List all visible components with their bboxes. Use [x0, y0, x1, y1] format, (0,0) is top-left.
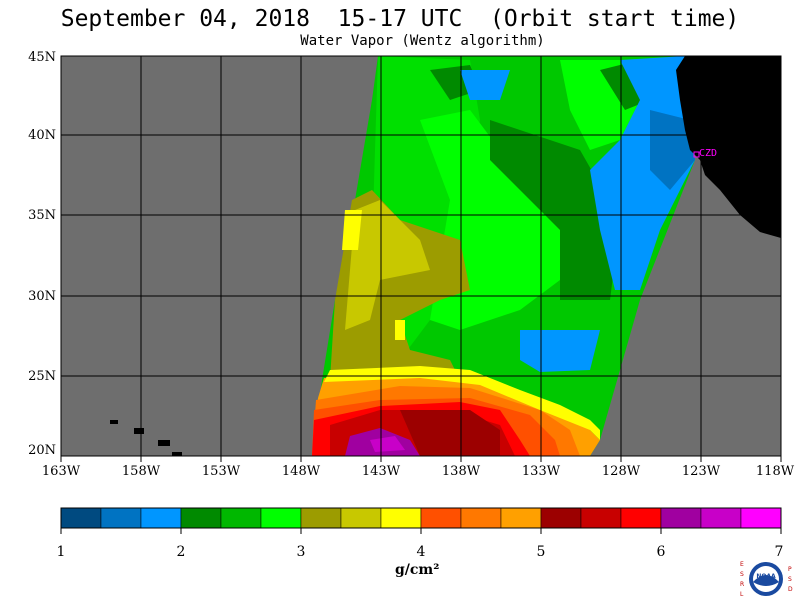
svg-text:NOAA: NOAA — [756, 573, 776, 580]
svg-text:E: E — [740, 561, 744, 568]
lat-label: 35N — [28, 208, 56, 223]
lon-label: 153W — [201, 464, 241, 479]
station-marker — [693, 151, 700, 158]
colorbar-swatch — [60, 507, 102, 529]
lon-label: 148W — [281, 464, 321, 479]
svg-text:S: S — [740, 571, 744, 578]
map-title: September 04, 2018 15-17 UTC (Orbit star… — [60, 6, 740, 32]
colorbar-swatch — [700, 507, 742, 529]
svg-text:D: D — [788, 586, 793, 593]
colorbar-swatch — [100, 507, 142, 529]
colorbar-tick-label: 1 — [56, 544, 66, 560]
svg-text:P: P — [788, 566, 792, 573]
colorbar-unit: g/cm² — [395, 562, 440, 578]
lat-label: 40N — [28, 128, 56, 143]
colorbar-swatch — [500, 507, 542, 529]
colorbar-swatch — [580, 507, 622, 529]
lon-label: 158W — [121, 464, 161, 479]
map-frame — [60, 55, 782, 457]
lon-label: 138W — [441, 464, 481, 479]
lat-label: 30N — [28, 289, 56, 304]
lon-label: 118W — [755, 464, 795, 479]
colorbar-swatch — [460, 507, 502, 529]
colorbar-swatch — [540, 507, 582, 529]
hawaiian-islands — [110, 420, 182, 456]
lat-label: 45N — [28, 50, 56, 65]
colorbar-tick-label: 5 — [536, 544, 546, 560]
colorbar-swatch — [620, 507, 662, 529]
colorbar-tick-label: 7 — [774, 544, 784, 560]
colorbar-swatch — [300, 507, 342, 529]
colorbar-tick-label: 2 — [176, 544, 186, 560]
colorbar-tick-label: 4 — [416, 544, 426, 560]
lon-label: 123W — [681, 464, 721, 479]
noaa-logo: NOAA E S R L P S D — [740, 561, 793, 598]
colorbar-swatch — [420, 507, 462, 529]
lat-label: 25N — [28, 369, 56, 384]
svg-text:L: L — [740, 591, 744, 598]
lon-label: 143W — [361, 464, 401, 479]
colorbar-swatch — [220, 507, 262, 529]
svg-text:R: R — [740, 581, 744, 588]
lon-label: 163W — [41, 464, 81, 479]
colorbar-swatch — [740, 507, 782, 529]
lat-lon-grid — [61, 56, 781, 456]
colorbar — [60, 507, 782, 534]
lon-label: 133W — [521, 464, 561, 479]
colorbar-swatch — [180, 507, 222, 529]
colorbar-swatch — [660, 507, 702, 529]
lat-label: 20N — [28, 443, 56, 458]
colorbar-swatch — [260, 507, 302, 529]
colorbar-tick-label: 3 — [296, 544, 306, 560]
svg-text:S: S — [788, 576, 792, 583]
station-label: CZD — [699, 148, 717, 159]
map-subtitle: Water Vapor (Wentz algorithm) — [300, 33, 545, 49]
colorbar-swatch — [140, 507, 182, 529]
colorbar-swatch — [380, 507, 422, 529]
colorbar-swatch — [340, 507, 382, 529]
colorbar-tick-label: 6 — [656, 544, 666, 560]
axis-ticks — [60, 456, 782, 462]
water-vapor-swath — [312, 56, 695, 456]
lon-label: 128W — [601, 464, 641, 479]
north-america-coast — [676, 56, 781, 238]
